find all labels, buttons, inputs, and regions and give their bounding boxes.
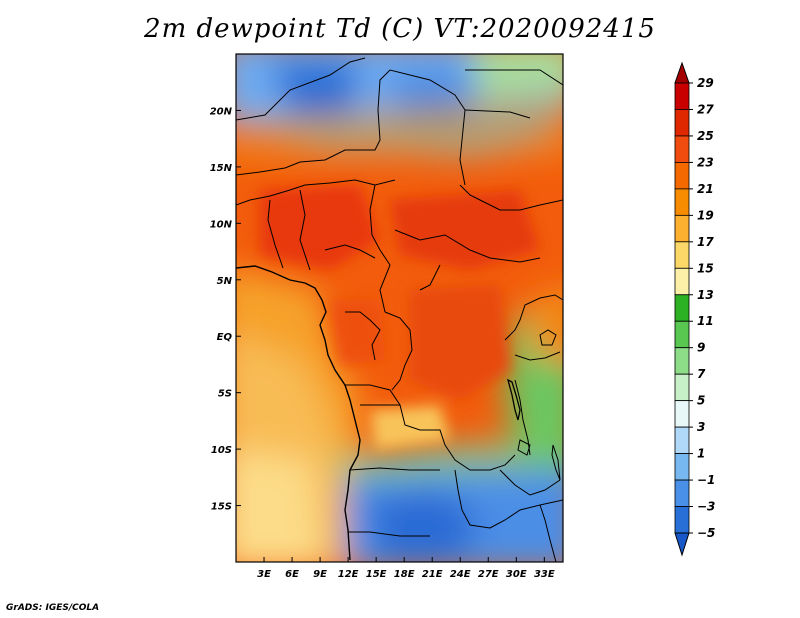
colorbar: 29 27 25 23 21 19 17 15 13 11 9 7 5 3 1 −1 −3 −5 — [674, 61, 715, 557]
map-title: 2m dewpoint Td (C) VT:2020092415 — [144, 14, 656, 44]
lon-tick-label: 30E — [506, 569, 527, 580]
colorbar-label: 17 — [697, 235, 714, 249]
colorbar-label: 1 — [697, 447, 705, 461]
colorbar-bottom-arrow — [674, 532, 690, 557]
colorbar-segment — [674, 479, 690, 507]
colorbar-segment — [674, 426, 690, 454]
colorbar-label: 29 — [697, 76, 714, 90]
boundaries — [236, 57, 563, 562]
colorbar-segment — [674, 135, 690, 163]
colorbar-label: −1 — [697, 473, 715, 487]
colorbar-label: 3 — [697, 420, 705, 434]
colorbar-top-arrow — [674, 61, 690, 84]
colorbar-segment — [674, 162, 690, 190]
colorbar-segment — [674, 241, 690, 269]
longitude-axis: 3E 6E 9E 12E 15E 18E 21E 24E 27E 30E 33E — [257, 557, 555, 580]
map-frame — [235, 53, 564, 563]
colorbar-label: 11 — [697, 314, 714, 328]
colorbar-label: 13 — [697, 288, 714, 302]
colorbar-segment — [674, 214, 690, 243]
colorbar-segment — [674, 506, 690, 534]
colorbar-segment — [674, 188, 690, 216]
colorbar-label: 9 — [697, 341, 705, 355]
lon-tick-label: 3E — [257, 569, 271, 580]
colorbar-label: 5 — [697, 394, 705, 408]
colorbar-label: −5 — [697, 526, 715, 540]
lon-tick-label: 9E — [313, 569, 327, 580]
colorbar-label: 27 — [697, 102, 714, 116]
lat-tick-label: 10S — [211, 445, 232, 456]
colorbar-segment — [674, 267, 690, 296]
lon-tick-label: 33E — [534, 569, 555, 580]
lat-tick-label: 5S — [218, 389, 232, 400]
lat-tick-label: 10N — [210, 219, 233, 230]
colorbar-label: 25 — [697, 129, 714, 143]
lon-tick-label: 24E — [450, 569, 471, 580]
colorbar-segment — [674, 320, 690, 349]
latitude-axis: 20N 15N 10N 5N EQ 5S 10S 15S — [210, 106, 241, 513]
colorbar-label: 15 — [697, 261, 714, 275]
lon-tick-label: 6E — [285, 569, 299, 580]
colorbar-label: 19 — [697, 208, 714, 222]
lon-tick-label: 21E — [422, 569, 443, 580]
dewpoint-field — [236, 54, 563, 562]
lon-tick-label: 18E — [394, 569, 415, 580]
colorbar-segment — [674, 109, 690, 137]
colorbar-label: 23 — [697, 155, 714, 169]
colorbar-label: 21 — [697, 182, 714, 196]
lon-tick-label: 27E — [478, 569, 499, 580]
lat-tick-label: 5N — [217, 276, 233, 287]
colorbar-segment — [674, 347, 690, 375]
colorbar-segment — [674, 453, 690, 481]
grads-credit: GrADS: IGES/COLA — [6, 603, 100, 613]
lat-tick-label: 20N — [210, 106, 233, 117]
colorbar-label: −3 — [697, 500, 715, 514]
lat-tick-label: EQ — [217, 332, 233, 343]
lon-tick-label: 12E — [338, 569, 359, 580]
lat-tick-label: 15N — [210, 163, 233, 174]
colorbar-segment — [674, 294, 690, 322]
colorbar-segment — [674, 82, 690, 110]
lon-tick-label: 15E — [366, 569, 387, 580]
lat-tick-label: 15S — [211, 502, 232, 513]
colorbar-segment — [674, 373, 690, 402]
colorbar-segment — [674, 400, 690, 428]
colorbar-label: 7 — [697, 367, 706, 381]
